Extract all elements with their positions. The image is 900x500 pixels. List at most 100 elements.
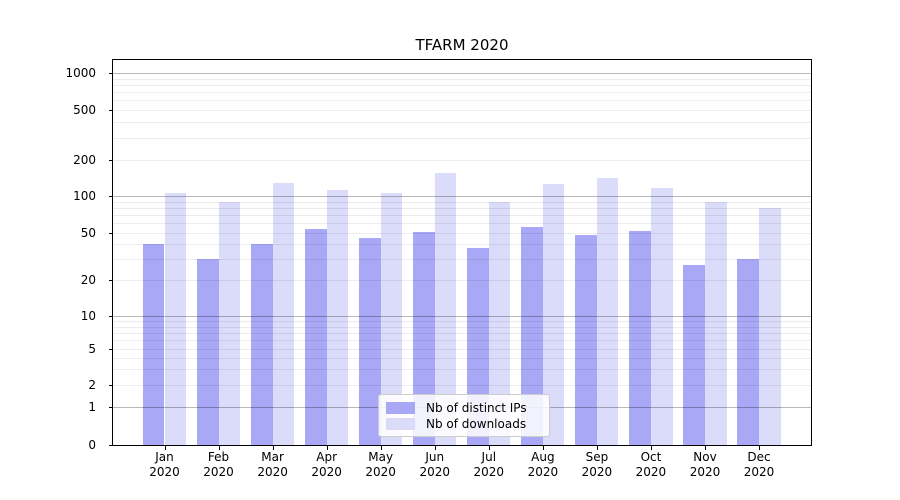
y-tick-mark bbox=[109, 349, 113, 351]
x-tick-month: Mar bbox=[261, 450, 284, 464]
x-tick-year: 2020 bbox=[743, 465, 775, 479]
chart-title: TFARM 2020 bbox=[415, 36, 509, 54]
gridline-major bbox=[113, 315, 811, 317]
x-tick-mark bbox=[272, 446, 274, 450]
x-tick-label-jul: Jul 2020 bbox=[462, 450, 516, 480]
bar-nb-of-downloads-sep bbox=[596, 177, 619, 445]
gridline-minor bbox=[113, 201, 811, 203]
gridline-minor bbox=[113, 122, 811, 124]
bar-nb-of-distinct-ips-sep bbox=[575, 235, 597, 445]
legend-entry-nb-of-distinct-ips: Nb of distinct IPs bbox=[386, 400, 542, 416]
bar-nb-of-distinct-ips-dec bbox=[737, 259, 760, 445]
gridline-minor bbox=[113, 259, 811, 261]
plot-area: Nb of distinct IPs Nb of downloads bbox=[112, 59, 812, 446]
y-tick-label-5: 5 bbox=[88, 342, 96, 357]
gridline-minor bbox=[113, 332, 811, 334]
y-tick-mark bbox=[109, 280, 113, 281]
legend: Nb of distinct IPs Nb of downloads bbox=[378, 394, 550, 437]
gridline-minor bbox=[113, 100, 811, 102]
y-tick-mark bbox=[109, 110, 113, 111]
y-tick-label-1: 1 bbox=[88, 400, 96, 415]
x-tick-mark bbox=[218, 446, 220, 450]
gridline-minor bbox=[113, 137, 811, 139]
x-tick-label-nov: Nov 2020 bbox=[678, 450, 732, 480]
y-tick-label-0: 0 bbox=[88, 438, 96, 452]
bar-nb-of-downloads-jan bbox=[164, 192, 187, 445]
bar-nb-of-distinct-ips-oct bbox=[629, 230, 651, 445]
x-tick-month: Sep bbox=[585, 450, 609, 464]
gridline-minor bbox=[113, 280, 811, 281]
x-tick-year: 2020 bbox=[527, 465, 559, 479]
x-tick-label-may: May 2020 bbox=[354, 450, 408, 480]
x-tick-mark bbox=[488, 446, 490, 450]
bar-nb-of-distinct-ips-nov bbox=[683, 264, 705, 445]
x-tick-mark bbox=[650, 446, 652, 450]
y-tick-mark bbox=[109, 315, 113, 317]
bar-nb-of-downloads-aug bbox=[542, 183, 565, 445]
gridline-minor bbox=[113, 244, 811, 246]
x-tick-mark bbox=[434, 446, 436, 450]
gridline-minor bbox=[113, 357, 811, 359]
legend-label: Nb of downloads bbox=[426, 417, 527, 431]
legend-swatch-icon bbox=[386, 418, 415, 430]
bar-nb-of-downloads-nov bbox=[705, 202, 727, 445]
x-tick-year: 2020 bbox=[419, 465, 451, 479]
x-tick-label-feb: Feb 2020 bbox=[192, 450, 246, 480]
x-tick-label-jun: Jun 2020 bbox=[408, 450, 462, 480]
bar-nb-of-downloads-oct bbox=[650, 187, 673, 445]
x-tick-year: 2020 bbox=[689, 465, 721, 479]
legend-entry-nb-of-downloads: Nb of downloads bbox=[386, 416, 542, 432]
y-tick-label-2: 2 bbox=[88, 378, 96, 392]
gridline-minor bbox=[113, 340, 811, 342]
x-tick-month: Aug bbox=[531, 450, 555, 464]
gridline-minor bbox=[113, 92, 811, 94]
gridline-minor bbox=[113, 233, 811, 234]
x-tick-label-dec: Dec 2020 bbox=[732, 450, 786, 480]
x-tick-mark bbox=[326, 446, 328, 450]
gridline-minor bbox=[113, 215, 811, 217]
bar-nb-of-downloads-feb bbox=[218, 202, 241, 445]
x-tick-mark bbox=[759, 446, 761, 450]
legend-label: Nb of distinct IPs bbox=[426, 401, 527, 415]
bar-nb-of-downloads-jun bbox=[434, 173, 457, 445]
x-tick-month: Nov bbox=[693, 450, 717, 464]
legend-swatch-icon bbox=[386, 402, 415, 414]
y-tick-label-200: 200 bbox=[73, 153, 96, 167]
gridline-minor bbox=[113, 207, 811, 209]
bar-nb-of-downloads-jul bbox=[488, 202, 511, 445]
x-tick-year: 2020 bbox=[311, 465, 342, 479]
x-tick-month: Oct bbox=[640, 450, 662, 464]
x-tick-month: Jul bbox=[481, 450, 497, 464]
y-tick-label-10: 10 bbox=[80, 308, 96, 323]
x-tick-year: 2020 bbox=[635, 465, 667, 479]
bar-nb-of-downloads-dec bbox=[759, 207, 781, 445]
gridline-minor bbox=[113, 223, 811, 225]
y-tick-label-20: 20 bbox=[80, 273, 96, 287]
bar-nb-of-downloads-apr bbox=[326, 190, 349, 445]
gridline-minor bbox=[113, 160, 811, 161]
x-tick-month: Jan bbox=[155, 450, 174, 464]
x-tick-year: 2020 bbox=[149, 465, 180, 479]
x-tick-year: 2020 bbox=[581, 465, 613, 479]
y-tick-mark bbox=[109, 160, 113, 161]
x-tick-year: 2020 bbox=[203, 465, 234, 479]
x-tick-label-aug: Aug 2020 bbox=[516, 450, 570, 480]
x-tick-label-mar: Mar 2020 bbox=[246, 450, 300, 480]
y-tick-mark bbox=[109, 233, 113, 234]
gridline-minor bbox=[113, 320, 811, 322]
bar-nb-of-distinct-ips-apr bbox=[305, 228, 327, 445]
y-tick-label-100: 100 bbox=[73, 189, 96, 203]
gridline-minor bbox=[113, 385, 811, 386]
y-tick-mark bbox=[109, 385, 113, 386]
gridline-minor bbox=[113, 369, 811, 371]
gridline-minor bbox=[113, 326, 811, 328]
x-tick-year: 2020 bbox=[257, 465, 288, 479]
y-tick-mark bbox=[109, 73, 113, 74]
gridline-minor bbox=[113, 78, 811, 80]
gridline-minor bbox=[113, 110, 811, 111]
x-tick-mark bbox=[164, 446, 166, 450]
gridline-major bbox=[113, 196, 811, 197]
x-tick-month: Dec bbox=[747, 450, 771, 464]
y-tick-mark bbox=[109, 407, 113, 409]
